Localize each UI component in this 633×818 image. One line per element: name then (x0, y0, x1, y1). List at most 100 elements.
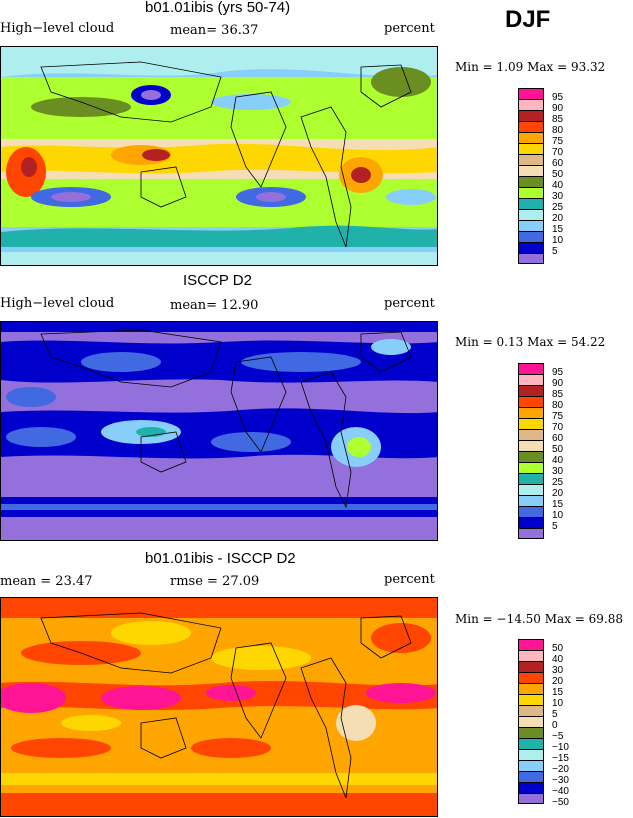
panel-1-map (0, 46, 438, 266)
colorbar-tick-label: 30 (552, 465, 564, 477)
panel-1-minmax: Min = 1.09 Max = 93.32 (455, 60, 606, 74)
panel-1-title: b01.01ibis (yrs 50-74) (145, 0, 291, 16)
colorbar-tick-label: 80 (552, 124, 564, 136)
panel-1-mean: mean= 36.37 (170, 23, 259, 38)
colorbar-tick-label: 20 (552, 212, 564, 224)
colorbar-tick-label: 70 (552, 146, 564, 158)
colorbar-swatch (518, 440, 544, 451)
colorbar-swatch (518, 528, 544, 539)
colorbar-swatch (518, 473, 544, 484)
colorbar-tick-label: 20 (552, 675, 564, 687)
colorbar-swatch (518, 154, 544, 165)
panel-3-units: percent (384, 572, 435, 587)
panel-2-title: ISCCP D2 (183, 272, 252, 289)
colorbar-tick-label: 10 (552, 234, 564, 246)
panel-2-minmax: Min = 0.13 Max = 54.22 (455, 335, 606, 349)
colorbar-tick-label: 90 (552, 102, 564, 114)
panel-3-map (0, 597, 438, 817)
colorbar-tick-label: 15 (552, 498, 564, 510)
colorbar-tick-label: 5 (552, 520, 558, 532)
colorbar-frame (518, 363, 544, 539)
colorbar-swatch (518, 705, 544, 716)
colorbar-swatch (518, 484, 544, 495)
colorbar-swatch (518, 462, 544, 473)
colorbar-swatch (518, 495, 544, 506)
colorbar-tick-label: 60 (552, 157, 564, 169)
colorbar-tick-label: 5 (552, 245, 558, 257)
panel-2-mean: mean= 12.90 (170, 298, 259, 313)
colorbar-tick-label: 50 (552, 443, 564, 455)
colorbar-tick-label: −50 (552, 796, 569, 808)
colorbar-tick-label: −20 (552, 763, 569, 775)
panel-1-variable-label: High−level cloud (0, 21, 115, 36)
colorbar-tick-label: 25 (552, 476, 564, 488)
colorbar-swatch (518, 517, 544, 528)
panel-3-minmax: Min = −14.50 Max = 69.88 (455, 612, 624, 626)
colorbar-tick-label: 20 (552, 487, 564, 499)
colorbar-tick-label: 40 (552, 179, 564, 191)
colorbar-tick-label: 0 (552, 719, 558, 731)
colorbar-swatch (518, 220, 544, 231)
colorbar-swatch (518, 760, 544, 771)
colorbar-swatch (518, 187, 544, 198)
colorbar-frame (518, 639, 544, 804)
colorbar-tick-label: −30 (552, 774, 569, 786)
colorbar-tick-label: 95 (552, 91, 564, 103)
colorbar-tick-label: 25 (552, 201, 564, 213)
colorbar-swatch (518, 451, 544, 462)
colorbar-tick-label: 40 (552, 454, 564, 466)
colorbar-swatch (518, 738, 544, 749)
colorbar-swatch (518, 253, 544, 264)
colorbar-swatch (518, 506, 544, 517)
panel-3-map-field (1, 598, 437, 816)
colorbar-tick-label: 85 (552, 388, 564, 400)
colorbar-swatch (518, 242, 544, 253)
colorbar-tick-label: 95 (552, 366, 564, 378)
colorbar-swatch (518, 110, 544, 121)
season-label: DJF (505, 6, 551, 33)
colorbar-tick-label: 50 (552, 642, 564, 654)
colorbar-tick-label: 75 (552, 410, 564, 422)
panel-2-variable-label: High−level cloud (0, 296, 115, 311)
colorbar-swatch (518, 727, 544, 738)
colorbar-swatch (518, 176, 544, 187)
colorbar-tick-label: 70 (552, 421, 564, 433)
colorbar-tick-label: −15 (552, 752, 569, 764)
colorbar-tick-label: 60 (552, 432, 564, 444)
colorbar-swatch (518, 132, 544, 143)
panel-2-map-field (1, 322, 437, 540)
colorbar-tick-label: 30 (552, 190, 564, 202)
colorbar-swatch (518, 198, 544, 209)
colorbar-swatch (518, 209, 544, 220)
colorbar-tick-label: 90 (552, 377, 564, 389)
colorbar-tick-label: 10 (552, 509, 564, 521)
colorbar-swatch (518, 385, 544, 396)
colorbar-swatch (518, 793, 544, 804)
colorbar-tick-label: 75 (552, 135, 564, 147)
colorbar-tick-label: 50 (552, 168, 564, 180)
colorbar-tick-label: 85 (552, 113, 564, 125)
colorbar-swatch (518, 672, 544, 683)
colorbar-swatch (518, 99, 544, 110)
panel-3-title: b01.01ibis - ISCCP D2 (145, 550, 296, 567)
colorbar-swatch (518, 782, 544, 793)
colorbar-tick-label: 5 (552, 708, 558, 720)
colorbar-swatch (518, 429, 544, 440)
colorbar-swatch (518, 683, 544, 694)
panel-1-map-field (1, 47, 437, 265)
colorbar-tick-label: −10 (552, 741, 569, 753)
colorbar-swatch (518, 374, 544, 385)
panel-2-units: percent (384, 296, 435, 311)
colorbar-tick-label: 30 (552, 664, 564, 676)
colorbar-swatch (518, 650, 544, 661)
colorbar-tick-label: −40 (552, 785, 569, 797)
colorbar-swatch (518, 165, 544, 176)
colorbar-tick-label: 15 (552, 686, 564, 698)
colorbar-swatch (518, 418, 544, 429)
colorbar-swatch (518, 749, 544, 760)
colorbar-tick-label: 10 (552, 697, 564, 709)
panel-3-rmse: rmse = 27.09 (170, 574, 260, 589)
colorbar-tick-label: 80 (552, 399, 564, 411)
panel-1-units: percent (384, 21, 435, 36)
colorbar-swatch (518, 121, 544, 132)
